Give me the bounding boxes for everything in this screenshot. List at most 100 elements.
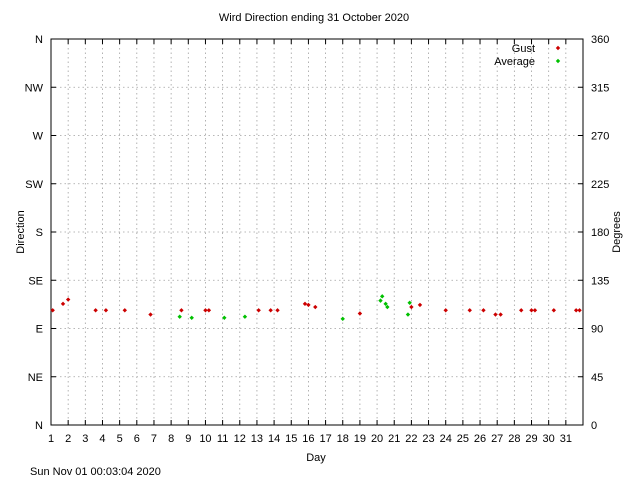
gust-marker [50,308,55,313]
average-series [51,0,412,322]
gust-marker [306,302,311,308]
y-tick-label-right: 270 [591,131,609,143]
gust-marker [148,312,153,317]
x-tick-label: 25 [457,433,469,445]
average-marker [405,312,411,317]
gust-marker [443,308,448,313]
grid [51,39,583,425]
x-tick-label: 21 [388,433,400,445]
y-tick-label-left: N [35,420,43,432]
gust-marker [60,301,66,307]
average-marker [407,300,412,305]
gust-marker [573,308,579,313]
x-tick-label: 20 [371,433,383,445]
x-tick-label: 1 [48,433,54,445]
gust-marker [179,308,184,313]
average-marker [189,315,194,320]
gust-marker [532,308,538,313]
x-tick-label: 9 [185,433,191,445]
average-marker [380,294,385,299]
legend-marker-average [555,58,561,64]
gust-marker [577,308,582,313]
x-tick-label: 16 [302,433,314,445]
average-marker [177,314,182,319]
gust-marker [481,308,486,313]
x-tick-label: 23 [422,433,434,445]
y-tick-label-right: 0 [591,420,597,432]
x-tick-label: 24 [440,433,452,445]
y-tick-label-left: S [36,227,43,239]
y-tick-label-right: 315 [591,82,609,94]
legend-label-gust: Gust [512,43,535,55]
tick-marks [50,38,583,426]
y-axis-label-right: Degrees [611,211,623,253]
chart-title: Wird Direction ending 31 October 2020 [219,12,409,24]
x-tick-label: 18 [337,433,349,445]
legend-label-average: Average [494,56,535,68]
y-tick-label-left: W [33,131,44,143]
y-tick-label-left: SE [28,275,43,287]
x-tick-label: 17 [319,433,331,445]
x-tick-label: 11 [217,433,228,445]
x-tick-label: 3 [82,433,88,445]
average-marker [242,314,248,319]
average-marker [340,316,345,322]
gust-marker [498,312,503,317]
gust-marker [122,308,127,313]
x-tick-label: 13 [251,433,263,445]
average-marker [385,304,390,310]
x-tick-label: 7 [151,433,157,445]
gust-marker [275,308,280,313]
x-tick-label: 4 [99,433,105,445]
gust-marker [529,308,534,313]
x-tick-label: 5 [117,433,123,445]
gust-marker [357,311,363,316]
x-tick-label: 15 [285,433,297,445]
gust-marker [493,312,498,317]
x-tick-label: 31 [560,433,572,445]
x-tick-label: 29 [525,433,537,445]
gust-marker [206,308,212,313]
gust-marker [551,308,557,313]
y-tick-label-right: 90 [591,324,603,336]
y-tick-label-left: NW [25,82,44,94]
gust-marker [268,308,273,313]
y-tick-label-right: 360 [591,34,609,46]
y-tick-label-left: N [35,34,43,46]
y-tick-label-right: 135 [591,275,609,287]
gust-marker [467,308,472,313]
x-tick-label: 19 [354,433,366,445]
x-tick-label: 12 [234,433,246,445]
gust-series [50,297,582,317]
x-axis-label: Day [306,452,326,464]
x-tick-label: 10 [199,433,211,445]
gust-marker [313,304,318,310]
y-tick-label-right: 225 [591,179,609,191]
gust-marker [409,304,414,310]
x-tick-label: 30 [543,433,555,445]
average-marker [383,301,388,307]
x-tick-label: 26 [474,433,486,445]
legend-marker-gust [555,45,561,51]
x-tick-label: 27 [491,433,503,445]
x-tick-label: 8 [168,433,174,445]
gust-marker [302,301,308,307]
gust-marker [256,308,261,313]
gust-marker [93,308,98,313]
gust-marker [103,308,109,313]
gust-marker [203,308,208,313]
tick-labels: 1 2 3 4 5 6 7 8 9 10 11 12 13 14 15 16 17 18 19 20 21 22 23 24 2… [25,34,610,445]
footer-timestamp: Sun Nov 01 00:03:04 2020 [30,466,161,478]
average-marker [378,298,383,303]
gust-marker [519,308,524,313]
y-tick-label-left: E [36,324,43,336]
gust-marker [65,297,71,302]
x-tick-label: 28 [508,433,520,445]
gust-marker [417,302,423,308]
legend: Gust Average [494,43,561,68]
y-axis-label-left: Direction [15,210,27,253]
y-tick-label-left: NE [28,372,43,384]
x-tick-label: 6 [134,433,140,445]
x-tick-label: 14 [268,433,280,445]
